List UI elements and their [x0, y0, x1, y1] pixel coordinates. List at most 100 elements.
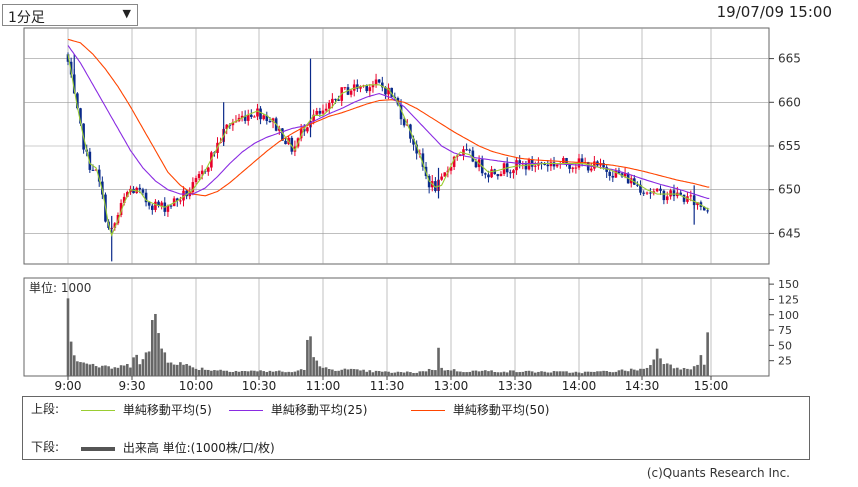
- volume-bar-71: [287, 371, 290, 376]
- volume-bar-9: [94, 366, 98, 376]
- volume-bar-156: [552, 371, 556, 376]
- volume-bar-186: [645, 367, 649, 376]
- candle-body-32: [166, 205, 170, 212]
- volume-bar-10: [97, 367, 101, 376]
- price-tick-label-3: 660: [778, 95, 801, 109]
- candle-body-107: [399, 104, 403, 120]
- candle-body-17: [119, 203, 123, 216]
- volume-bar-5: [82, 362, 85, 376]
- candle-body-138: [496, 174, 500, 177]
- volume-bar-91: [349, 368, 353, 376]
- candle-body-196: [679, 192, 683, 195]
- legend-upper-label: 上段:: [31, 402, 60, 416]
- volume-bar-120: [440, 367, 443, 376]
- ma5-line: [67, 54, 710, 237]
- volume-bar-127: [462, 372, 465, 376]
- volume-bar-6: [85, 363, 89, 376]
- volume-bar-100: [377, 371, 381, 376]
- candle-body-174: [608, 171, 612, 176]
- candle-body-147: [524, 163, 528, 170]
- volume-bar-53: [231, 372, 235, 376]
- candle-body-21: [132, 188, 135, 194]
- candle-body-128: [465, 149, 468, 151]
- volume-bar-140: [502, 371, 506, 376]
- volume-bar-44: [203, 369, 207, 376]
- volume-bar-102: [384, 371, 387, 376]
- volume-bar-84: [327, 369, 331, 376]
- candle-body-1: [69, 61, 73, 75]
- candle-body-176: [614, 170, 618, 178]
- x-tick-label-1: 9:30: [119, 379, 146, 393]
- candle-body-36: [179, 200, 182, 202]
- volume-bar-72: [290, 372, 294, 376]
- candle-body-184: [639, 184, 642, 193]
- candle-body-9: [94, 169, 98, 171]
- candle-body-114: [421, 153, 425, 167]
- volume-bar-40: [191, 367, 195, 376]
- candle-body-145: [518, 160, 521, 165]
- candle-body-86: [334, 98, 337, 100]
- candle-body-97: [368, 87, 372, 92]
- legend-ma50: 単純移動平均(50): [411, 401, 549, 418]
- candle-body-179: [623, 173, 627, 177]
- x-tick-label-9: 14:30: [625, 379, 660, 393]
- volume-bar-42: [197, 369, 201, 376]
- legend-ma5-swatch: [81, 410, 115, 411]
- volume-bar-46: [210, 370, 213, 376]
- candle-body-172: [602, 163, 605, 168]
- candle-body-197: [682, 194, 686, 202]
- volume-bar-21: [132, 357, 135, 376]
- price-tick-label-4: 665: [778, 52, 801, 66]
- volume-bar-162: [571, 372, 575, 376]
- candle-body-191: [662, 190, 666, 201]
- volume-bar-198: [686, 368, 689, 376]
- volume-bar-128: [465, 372, 468, 376]
- volume-bar-123: [449, 370, 453, 376]
- volume-bar-159: [562, 371, 565, 376]
- candle-body-45: [206, 167, 210, 172]
- volume-bar-191: [662, 364, 666, 376]
- candle-body-69: [281, 128, 284, 141]
- volume-bar-117: [430, 369, 434, 376]
- volume-bar-143: [512, 370, 515, 376]
- volume-bar-135: [487, 371, 490, 376]
- volume-bar-70: [284, 372, 287, 376]
- price-tick-label-1: 650: [778, 183, 801, 197]
- volume-bar-94: [359, 370, 362, 376]
- candle-body-60: [253, 116, 256, 118]
- volume-bar-56: [240, 370, 244, 376]
- candle-body-37: [182, 190, 185, 201]
- candle-body-98: [371, 84, 375, 88]
- candle-body-8: [91, 169, 95, 171]
- legend-ma25-label: 単純移動平均(25): [270, 403, 368, 417]
- candle-body-61: [256, 108, 259, 117]
- volume-bar-20: [129, 367, 132, 376]
- volume-bar-33: [169, 362, 173, 376]
- volume-bar-179: [623, 370, 627, 376]
- candle-body-120: [440, 176, 443, 180]
- volume-bar-189: [655, 348, 659, 376]
- candle-body-64: [265, 115, 269, 122]
- volume-bar-1: [69, 341, 73, 376]
- volume-bar-164: [577, 372, 581, 376]
- price-tick-label-2: 655: [778, 139, 801, 153]
- volume-bar-49: [219, 369, 222, 376]
- candle-body-93: [356, 84, 359, 89]
- candle-body-41: [194, 178, 198, 183]
- volume-bar-34: [172, 364, 176, 376]
- volume-bar-150: [533, 372, 537, 376]
- volume-tick-label-5: 150: [778, 278, 799, 291]
- volume-bar-78: [309, 336, 312, 376]
- volume-bar-95: [362, 369, 365, 376]
- candle-body-96: [365, 85, 369, 92]
- candle-body-57: [243, 115, 247, 121]
- period-select[interactable]: 1分足 ▼: [2, 4, 138, 26]
- candle-body-85: [331, 98, 334, 104]
- volume-bar-75: [299, 369, 303, 376]
- volume-tick-label-0: 25: [778, 355, 792, 368]
- volume-bar-64: [265, 371, 269, 376]
- volume-bar-36: [179, 362, 182, 376]
- candle-body-137: [493, 169, 497, 175]
- candle-body-126: [459, 155, 462, 157]
- volume-bar-93: [356, 369, 359, 376]
